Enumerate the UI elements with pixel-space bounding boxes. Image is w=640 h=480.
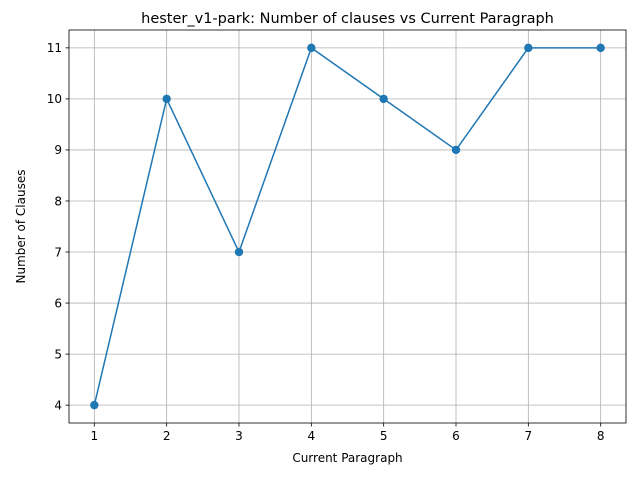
y-tick-label: 5	[54, 347, 62, 361]
data-point	[234, 247, 244, 257]
x-tick-label: 7	[525, 429, 533, 443]
data-point	[524, 43, 533, 53]
data-point	[451, 145, 461, 155]
series	[90, 43, 605, 410]
y-tick-label: 6	[54, 296, 62, 310]
x-tick-label: 3	[235, 429, 243, 443]
x-tick-label: 5	[380, 429, 388, 443]
x-tick-label: 8	[597, 429, 605, 443]
chart-title: hester_v1-park: Number of clauses vs Cur…	[141, 11, 554, 27]
grid	[69, 30, 626, 423]
x-tick-label: 6	[452, 429, 460, 443]
y-axis-label: Number of Clauses	[14, 170, 28, 284]
y-tick-label: 10	[47, 92, 62, 106]
series-line	[93, 47, 601, 406]
y-tick-label: 7	[54, 245, 62, 259]
data-point	[307, 43, 316, 53]
data-point	[162, 94, 171, 104]
x-axis-label: Current Paragraph	[292, 451, 402, 465]
data-point	[90, 400, 99, 410]
data-point	[596, 43, 605, 53]
y-tick-label: 4	[54, 398, 62, 412]
y-tick-label: 11	[47, 41, 62, 55]
plot-frame	[68, 29, 627, 424]
axis-ticks: 1 2 3 4 5 6 7 8 4 5 6 7 8 9 10 11	[47, 41, 605, 443]
x-tick-label: 4	[308, 429, 316, 443]
y-tick-label: 8	[54, 194, 62, 208]
x-tick-label: 2	[163, 429, 171, 443]
y-tick-label: 9	[54, 143, 62, 157]
x-tick-label: 1	[90, 429, 98, 443]
data-point	[379, 94, 388, 104]
